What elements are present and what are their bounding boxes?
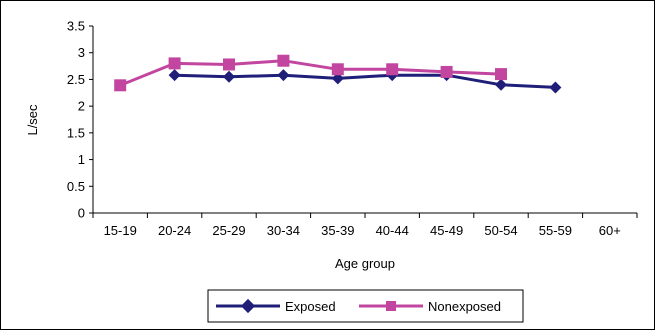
y-axis-title: L/sec [25, 104, 40, 136]
data-point-exposed [223, 70, 235, 83]
x-tick-label: 40-44 [376, 223, 409, 238]
legend-label-exposed: Exposed [285, 299, 336, 314]
x-tick-label: 50-54 [484, 223, 517, 238]
data-point-nonexposed [223, 58, 235, 71]
y-axis-ticks: 0 0.5 1 1.5 2 2.5 3 3.5 [67, 19, 93, 221]
x-tick-label: 30-34 [267, 223, 300, 238]
data-point-nonexposed [277, 54, 290, 67]
x-tick-label: 60+ [599, 223, 621, 238]
legend-item-nonexposed: Nonexposed [359, 299, 501, 314]
x-tick-label: 15-19 [104, 223, 137, 238]
data-point-nonexposed [440, 65, 453, 78]
legend-marker-nonexposed [386, 301, 396, 311]
y-tick-label: 3 [78, 45, 85, 60]
data-point-nonexposed [386, 63, 399, 76]
y-tick-label: 1.5 [67, 125, 85, 140]
y-tick-label: 1 [78, 152, 85, 167]
series-line-exposed [174, 73, 556, 89]
data-point-exposed [168, 69, 181, 82]
data-point-exposed [331, 72, 344, 85]
x-axis-ticks: 15-19 20-24 25-29 30-34 35-39 40-44 45-49 50-54… [92, 213, 638, 238]
data-point-nonexposed [168, 57, 181, 70]
data-point-nonexposed [114, 79, 127, 92]
y-tick-label: 2.5 [67, 72, 85, 87]
legend-marker-exposed [240, 298, 256, 314]
data-point-exposed [495, 78, 507, 91]
legend-label-nonexposed: Nonexposed [428, 299, 501, 314]
legend-item-exposed: Exposed [216, 298, 336, 314]
y-tick-label: 3.5 [67, 19, 85, 34]
data-point-nonexposed [495, 68, 507, 81]
x-tick-label: 35-39 [321, 223, 354, 238]
y-tick-label: 0.5 [67, 179, 85, 194]
x-tick-label: 45-49 [430, 223, 463, 238]
x-tick-label: 20-24 [158, 223, 191, 238]
legend: Exposed Nonexposed [207, 289, 524, 323]
x-axis-title: Age group [335, 256, 395, 271]
y-tick-label: 0 [78, 206, 85, 221]
data-point-nonexposed [331, 63, 344, 76]
y-tick-label: 2 [78, 99, 85, 114]
series-line-nonexposed [119, 59, 502, 87]
data-point-exposed [549, 81, 562, 94]
series-layer [114, 54, 562, 94]
data-point-exposed [277, 69, 290, 82]
x-tick-label: 25-29 [212, 223, 245, 238]
x-tick-label: 55-59 [539, 223, 572, 238]
